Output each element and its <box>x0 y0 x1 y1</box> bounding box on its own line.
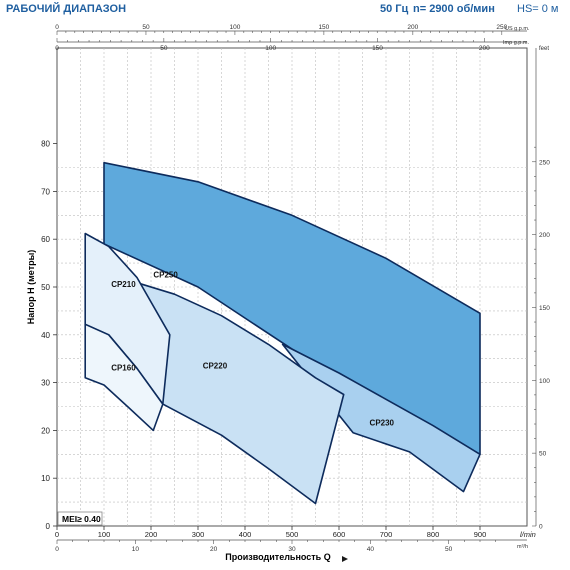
suction-height-label: HS= 0 м <box>517 3 559 15</box>
us-gpm-unit-label: US g.p.m. <box>505 26 530 32</box>
y-tick-label: 70 <box>41 187 50 196</box>
series-label-cp250: CP250 <box>153 270 178 279</box>
series-labels: CP250 CP230 CP220 CP210 CP160 <box>111 270 394 427</box>
m3h-unit-label: m³/h <box>517 544 528 550</box>
x-tick-label: 300 <box>192 530 205 539</box>
area-cp160 <box>84 323 164 432</box>
mei-annotation: MEI≥ 0.40 <box>62 514 101 524</box>
series-label-cp220: CP220 <box>203 361 228 370</box>
x-tick-label: 600 <box>333 530 346 539</box>
us-gpm-tick-label: 150 <box>318 24 329 31</box>
series-label-cp160: CP160 <box>111 364 136 373</box>
y-tick-label: 50 <box>41 283 50 292</box>
area-cp230 <box>281 343 481 493</box>
y-tick-label: 10 <box>41 474 50 483</box>
chart-title: РАБОЧИЙ ДИАПАЗОН <box>6 3 127 15</box>
m3h-tick-label: 40 <box>367 546 375 553</box>
curve-areas <box>84 161 481 505</box>
m3h-tick-label: 0 <box>55 546 59 553</box>
feet-tick-label: 250 <box>539 159 550 166</box>
y-tick-label: 60 <box>41 235 50 244</box>
speed-label: n= 2900 об/мин <box>413 3 495 15</box>
y-tick-label: 0 <box>46 522 51 531</box>
imp-gpm-tick-label: 200 <box>479 45 490 52</box>
imp-gpm-tick-label: 50 <box>160 45 168 52</box>
x-tick-label: 500 <box>286 530 299 539</box>
feet-tick-label: 100 <box>539 378 550 385</box>
y-tick-label: 40 <box>41 331 50 340</box>
m3h-tick-label: 50 <box>445 546 453 553</box>
y-tick-label: 80 <box>41 140 50 149</box>
us-gpm-tick-label: 250 <box>496 24 507 31</box>
x-tick-label: 900 <box>474 530 487 539</box>
feet-tick-label: 200 <box>539 232 550 239</box>
m3h-tick-label: 20 <box>210 546 218 553</box>
series-label-cp210: CP210 <box>111 280 136 289</box>
x-tick-label: 400 <box>239 530 252 539</box>
us-gpm-tick-label: 0 <box>55 24 59 31</box>
feet-tick-label: 0 <box>539 524 543 531</box>
area-cp220 <box>126 279 345 505</box>
mei-badge <box>57 511 103 526</box>
us-gpm-tick-label: 100 <box>229 24 240 31</box>
us-gpm-tick-label: 50 <box>142 24 150 31</box>
x-tick-label: 0 <box>55 530 59 539</box>
x-tick-label: 100 <box>98 530 111 539</box>
series-label-cp230: CP230 <box>370 419 395 428</box>
m3h-tick-label: 30 <box>288 546 296 553</box>
frequency-label: 50 Гц <box>380 3 409 15</box>
x-unit-label: l/min <box>520 530 536 539</box>
imp-gpm-tick-label: 100 <box>265 45 276 52</box>
x-tick-label: 800 <box>427 530 440 539</box>
y-tick-label: 20 <box>41 426 50 435</box>
imp-gpm-tick-label: 0 <box>55 45 59 52</box>
feet-unit-label: feet <box>539 46 549 52</box>
y-axis-label: Напор Н (метры) <box>26 250 36 325</box>
x-tick-label: 700 <box>380 530 393 539</box>
feet-tick-label: 150 <box>539 305 550 312</box>
imp-gpm-tick-label: 150 <box>372 45 383 52</box>
feet-tick-label: 50 <box>539 451 547 458</box>
m3h-tick-label: 10 <box>132 546 140 553</box>
x-axis-label: Производительность Q <box>225 552 330 562</box>
imp-gpm-unit-label: Imp g.p.m. <box>503 40 529 46</box>
x-axis-arrow-icon <box>342 556 348 562</box>
x-tick-label: 200 <box>145 530 158 539</box>
y-tick-label: 30 <box>41 379 50 388</box>
us-gpm-tick-label: 200 <box>407 24 418 31</box>
